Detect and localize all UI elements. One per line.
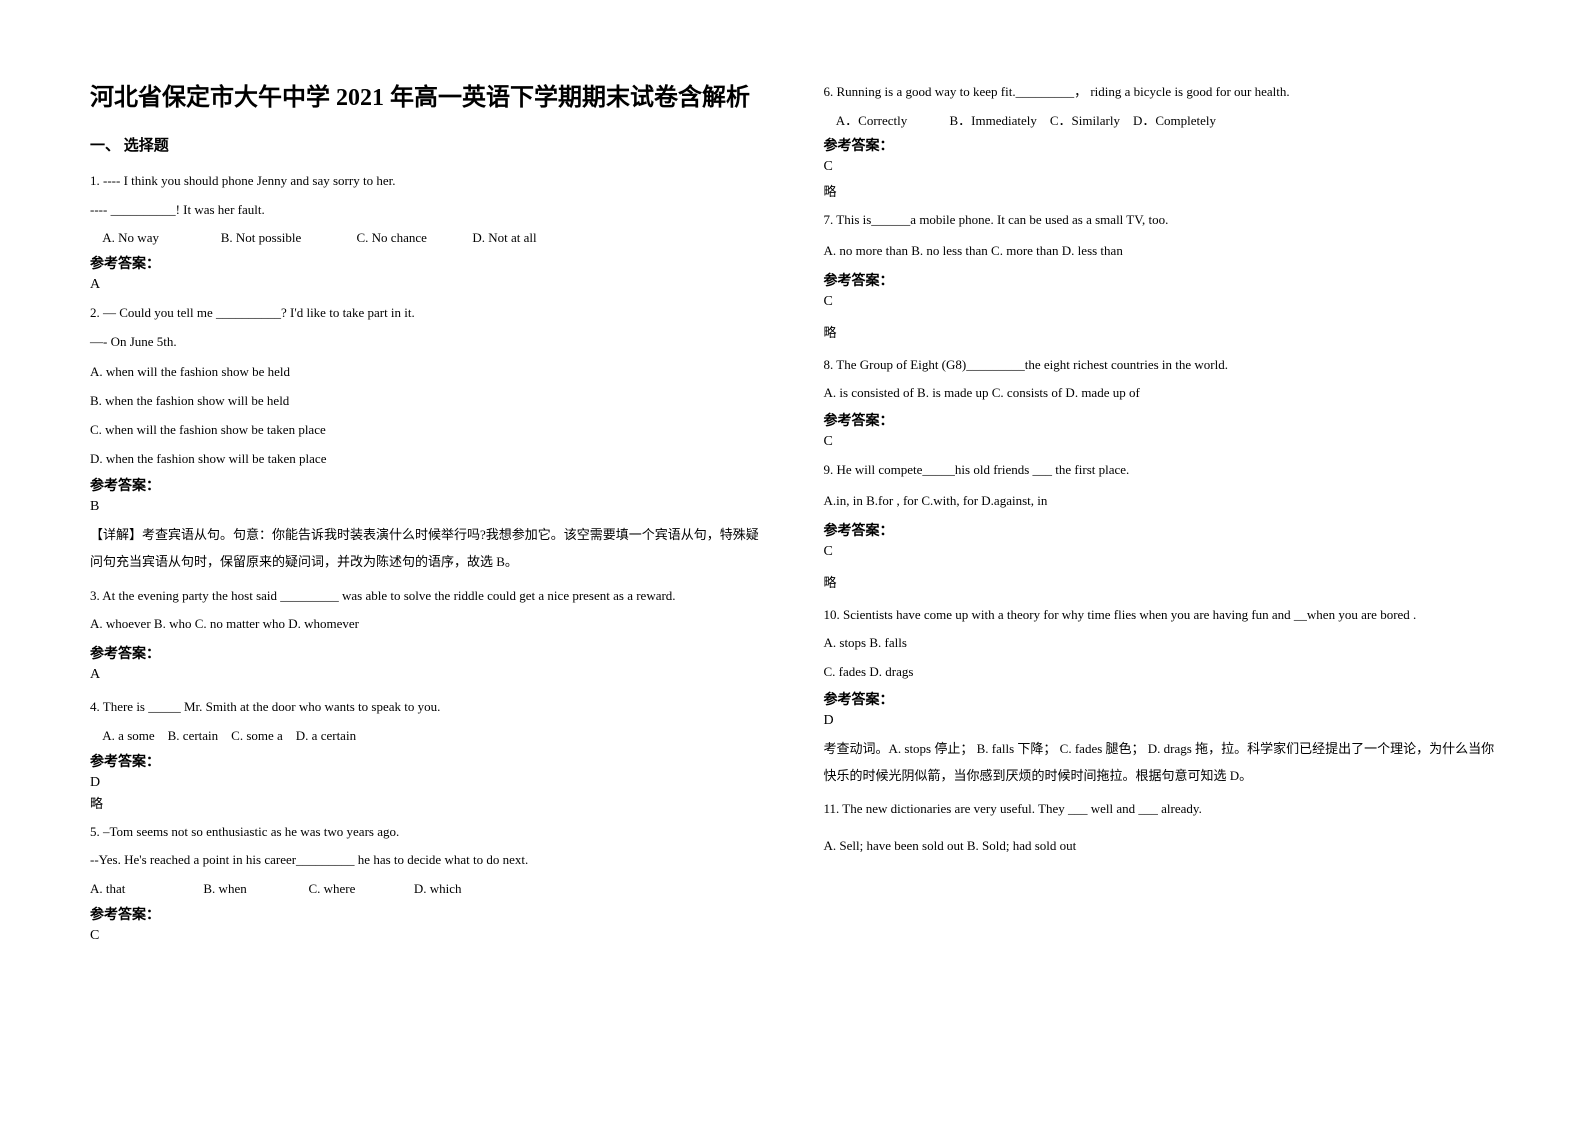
right-column: 6. Running is a good way to keep fit.___…: [824, 80, 1498, 952]
question-1: 1. ---- I think you should phone Jenny a…: [90, 169, 764, 293]
q8-prompt: 8. The Group of Eight (G8)_________the e…: [824, 353, 1498, 378]
question-5: 5. –Tom seems not so enthusiastic as he …: [90, 820, 764, 944]
q8-answer: C: [824, 434, 1498, 450]
q9-answer: C: [824, 544, 1498, 560]
q7-answer: C: [824, 294, 1498, 310]
question-4: 4. There is _____ Mr. Smith at the door …: [90, 695, 764, 811]
q10-answer: D: [824, 713, 1498, 729]
question-3: 3. At the evening party the host said __…: [90, 584, 764, 683]
q10-answer-label: 参考答案：: [824, 689, 1498, 709]
q6-brief: 略: [824, 181, 1498, 200]
q7-answer-label: 参考答案：: [824, 270, 1498, 290]
question-10: 10. Scientists have come up with a theor…: [824, 603, 1498, 790]
q1-options: A. No way B. Not possible C. No chance D…: [90, 226, 764, 251]
q8-options: A. is consisted of B. is made up C. cons…: [824, 381, 1498, 406]
q9-options: A.in, in B.for , for C.with, for D.again…: [824, 489, 1498, 514]
q2-optB: B. when the fashion show will be held: [90, 389, 764, 414]
question-2: 2. — Could you tell me __________? I'd l…: [90, 301, 764, 576]
question-8: 8. The Group of Eight (G8)_________the e…: [824, 353, 1498, 450]
question-7: 7. This is______a mobile phone. It can b…: [824, 208, 1498, 340]
q2-prompt: 2. — Could you tell me __________? I'd l…: [90, 301, 764, 326]
q9-answer-label: 参考答案：: [824, 520, 1498, 540]
q7-prompt: 7. This is______a mobile phone. It can b…: [824, 208, 1498, 233]
q10-optC: C. fades D. drags: [824, 660, 1498, 685]
q7-options: A. no more than B. no less than C. more …: [824, 239, 1498, 264]
q4-answer-label: 参考答案：: [90, 751, 764, 771]
q6-answer: C: [824, 159, 1498, 175]
q2-optA: A. when will the fashion show be held: [90, 360, 764, 385]
q1-prompt: 1. ---- I think you should phone Jenny a…: [90, 169, 764, 194]
q10-optA: A. stops B. falls: [824, 631, 1498, 656]
q8-answer-label: 参考答案：: [824, 410, 1498, 430]
q3-prompt: 3. At the evening party the host said __…: [90, 584, 764, 609]
q4-answer: D: [90, 775, 764, 791]
left-column: 河北省保定市大午中学 2021 年高一英语下学期期末试卷含解析 一、 选择题 1…: [90, 80, 764, 952]
q3-options: A. whoever B. who C. no matter who D. wh…: [90, 612, 764, 637]
question-9: 9. He will compete_____his old friends _…: [824, 458, 1498, 590]
document-title: 河北省保定市大午中学 2021 年高一英语下学期期末试卷含解析: [90, 80, 764, 116]
q1-answer-label: 参考答案：: [90, 253, 764, 273]
q2-explanation: 【详解】考查宾语从句。句意：你能告诉我时装表演什么时候举行吗?我想参加它。该空需…: [90, 521, 764, 576]
q11-prompt: 11. The new dictionaries are very useful…: [824, 797, 1498, 822]
q6-answer-label: 参考答案：: [824, 135, 1498, 155]
section-heading: 一、 选择题: [90, 134, 764, 155]
q2-answer-label: 参考答案：: [90, 475, 764, 495]
q4-options: A. a some B. certain C. some a D. a cert…: [90, 724, 764, 749]
question-11: 11. The new dictionaries are very useful…: [824, 797, 1498, 858]
q5-prompt: 5. –Tom seems not so enthusiastic as he …: [90, 820, 764, 845]
q2-optD: D. when the fashion show will be taken p…: [90, 447, 764, 472]
q10-explanation: 考查动词。A. stops 停止； B. falls 下降； C. fades …: [824, 735, 1498, 790]
q5-answer: C: [90, 928, 764, 944]
q3-answer-label: 参考答案：: [90, 643, 764, 663]
q4-prompt: 4. There is _____ Mr. Smith at the door …: [90, 695, 764, 720]
q11-options: A. Sell; have been sold out B. Sold; had…: [824, 834, 1498, 859]
q4-brief: 略: [90, 793, 764, 812]
q1-blank: ---- __________! It was her fault.: [90, 198, 764, 223]
q5-options: A. that B. when C. where D. which: [90, 877, 764, 902]
q6-prompt: 6. Running is a good way to keep fit.___…: [824, 80, 1498, 105]
q7-brief: 略: [824, 322, 1498, 341]
q5-line2: --Yes. He's reached a point in his caree…: [90, 848, 764, 873]
q6-options: A．Correctly B．Immediately C．Similarly D．…: [824, 109, 1498, 134]
q9-brief: 略: [824, 572, 1498, 591]
q10-prompt: 10. Scientists have come up with a theor…: [824, 603, 1498, 628]
q2-answer: B: [90, 499, 764, 515]
q9-prompt: 9. He will compete_____his old friends _…: [824, 458, 1498, 483]
q1-answer: A: [90, 277, 764, 293]
q2-optC: C. when will the fashion show be taken p…: [90, 418, 764, 443]
q5-answer-label: 参考答案：: [90, 904, 764, 924]
question-6: 6. Running is a good way to keep fit.___…: [824, 80, 1498, 200]
q2-line2: —- On June 5th.: [90, 330, 764, 355]
q3-answer: A: [90, 667, 764, 683]
